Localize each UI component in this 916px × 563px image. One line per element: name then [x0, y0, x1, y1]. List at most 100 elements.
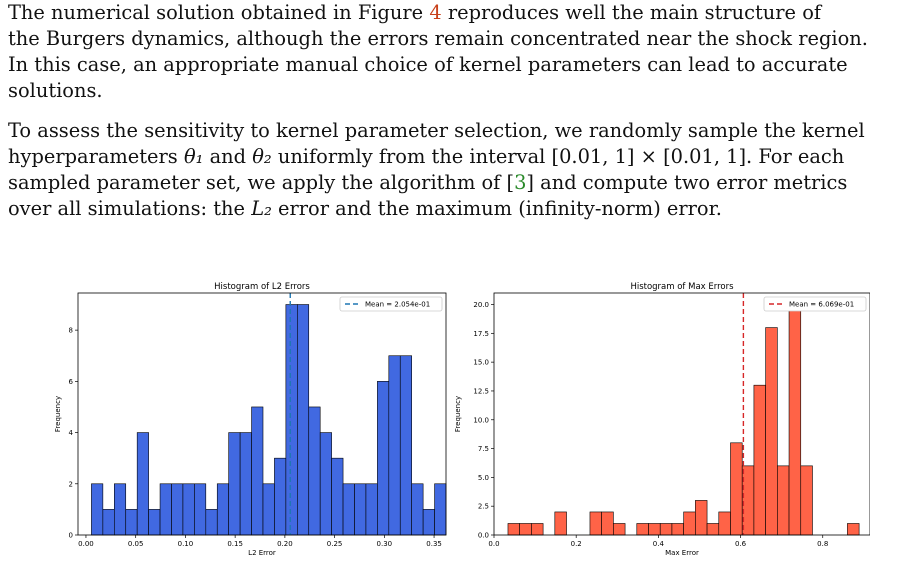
histogram-bar-20 — [788, 304, 802, 536]
histogram-bar-12 — [228, 432, 241, 536]
plot-frame — [493, 292, 870, 536]
p1-line-2: the Burgers dynamics, although the error… — [8, 27, 868, 50]
histogram-bar-3 — [125, 509, 138, 536]
p2-line3-text-a: sampled parameter set, we apply the algo… — [8, 171, 515, 194]
x-tick-label: 0.25 — [327, 540, 343, 548]
histogram-bar-24 — [365, 483, 378, 536]
x-tick-label: 0.35 — [426, 540, 442, 548]
p2-line4-text-b: error and the maximum (infinity-norm) er… — [278, 197, 722, 220]
histogram-bar-1 — [519, 523, 532, 536]
histogram-bar-14 — [718, 511, 731, 536]
histogram-bar-13 — [239, 432, 252, 536]
chart-title: Histogram of Max Errors — [630, 282, 734, 292]
legend-label: Mean = 2.054e-01 — [365, 301, 430, 309]
histogram-bar-29 — [422, 509, 435, 536]
y-tick-label: 2.5 — [478, 503, 489, 511]
x-tick-label: 0.6 — [735, 540, 747, 548]
l2-error-histogram: Histogram of L2 Errors 0.00 0.05 0.10 0.15 0.… — [54, 282, 447, 557]
histogram-bar-14 — [251, 406, 264, 536]
y-tick-label: 0 — [69, 532, 73, 540]
x-tick-label: 0.30 — [377, 540, 393, 548]
legend-box — [339, 296, 443, 312]
histogram-bar-5 — [601, 511, 614, 536]
histogram-bar-18 — [765, 327, 778, 536]
legend-label: Mean = 6.069e-01 — [789, 301, 854, 309]
histogram-bar-30 — [434, 483, 447, 536]
p1-line-1: The numerical solution obtained in Figur… — [8, 0, 908, 26]
histogram-bar-6 — [613, 523, 626, 536]
histogram-bar-2 — [114, 483, 127, 536]
histogram-bar-9 — [194, 483, 207, 536]
p2-line4-text-a: over all simulations: the — [8, 197, 246, 220]
y-axis-label: Frequency — [54, 396, 62, 432]
p2-line-1: To assess the sensitivity to kernel para… — [8, 119, 865, 142]
histogram-bar-17 — [753, 384, 766, 536]
histogram-bar-27 — [399, 355, 412, 536]
y-tick-label: 6 — [69, 378, 74, 386]
histogram-bar-7 — [636, 523, 649, 536]
histogram-bar-15 — [730, 442, 743, 536]
histogram-bar-12 — [695, 500, 708, 536]
p1-line-4: solutions. — [8, 79, 103, 102]
x-axis-label: Max Error — [665, 549, 699, 557]
p2-line2-text-a: hyperparameters — [8, 145, 178, 168]
figure-ref-link[interactable]: 4 — [429, 1, 442, 24]
theta2-symbol: θ₂ — [252, 145, 272, 168]
y-tick-label: 0.0 — [478, 532, 489, 540]
histogram-bar-11 — [216, 483, 229, 536]
histogram-bar-6 — [159, 483, 172, 536]
histogram-bar-5 — [148, 509, 161, 536]
y-tick-label: 5.0 — [478, 474, 489, 482]
x-tick-label: 0.8 — [817, 540, 828, 548]
histogram-bar-0 — [507, 523, 520, 536]
histogram-bar-8 — [182, 483, 195, 536]
theta1-symbol: θ₁ — [183, 145, 204, 168]
p2-line2-text-b: uniformly from the interval [0.01, 1] × … — [277, 145, 845, 168]
histogram-bar-9 — [659, 523, 673, 536]
histogram-bar-22 — [847, 523, 860, 536]
histogram-bar-22 — [342, 483, 355, 536]
citation-link[interactable]: 3 — [514, 171, 527, 194]
histogram-bar-3 — [554, 511, 567, 536]
histogram-bar-25 — [377, 381, 390, 536]
paragraph-2: To assess the sensitivity to kernel para… — [8, 118, 908, 222]
x-tick-label: 0.00 — [78, 540, 94, 548]
chart-title: Histogram of L2 Errors — [214, 282, 310, 292]
p2-line-3: sampled parameter set, we apply the algo… — [8, 170, 908, 196]
y-tick-label: 4 — [69, 429, 74, 437]
histogram-bar-10 — [205, 509, 218, 536]
histogram-bar-15 — [262, 483, 275, 536]
histogram-bar-17 — [285, 304, 298, 536]
histogram-bar-21 — [331, 457, 344, 536]
histogram-bar-0 — [91, 483, 104, 536]
histogram-bar-16 — [741, 465, 755, 536]
histogram-bar-19 — [308, 406, 321, 536]
p1-line1-text-b: reproduces well the main structure of — [447, 1, 822, 24]
histogram-bar-7 — [171, 483, 184, 536]
plot-frame — [77, 292, 447, 536]
histogram-bar-2 — [531, 523, 544, 536]
p2-line3-text-b: ] and compute two error metrics — [526, 171, 848, 194]
y-tick-label: 8 — [69, 327, 73, 335]
x-tick-label: 0.10 — [178, 540, 194, 548]
histogram-bar-28 — [411, 483, 424, 536]
x-tick-label: 0.0 — [488, 540, 499, 548]
histogram-bar-8 — [648, 523, 661, 536]
l2-symbol: L₂ — [251, 197, 272, 220]
y-tick-label: 15.0 — [473, 359, 489, 367]
histogram-bar-4 — [589, 511, 602, 536]
histogram-bar-23 — [354, 483, 367, 536]
histogram-bar-4 — [136, 432, 149, 536]
p1-line-3: In this case, an appropriate manual choi… — [8, 53, 848, 76]
histogram-bar-26 — [388, 355, 401, 536]
x-tick-label: 0.2 — [571, 540, 582, 548]
histogram-bar-20 — [319, 432, 332, 536]
histogram-bar-1 — [102, 509, 115, 536]
p2-line2-and: and — [209, 145, 247, 168]
histogram-bar-10 — [671, 523, 684, 536]
x-tick-label: 0.20 — [277, 540, 293, 548]
body-text: The numerical solution obtained in Figur… — [8, 0, 908, 236]
x-tick-label: 0.4 — [653, 540, 665, 548]
y-tick-label: 12.5 — [473, 387, 489, 395]
histogram-bar-19 — [777, 465, 790, 536]
